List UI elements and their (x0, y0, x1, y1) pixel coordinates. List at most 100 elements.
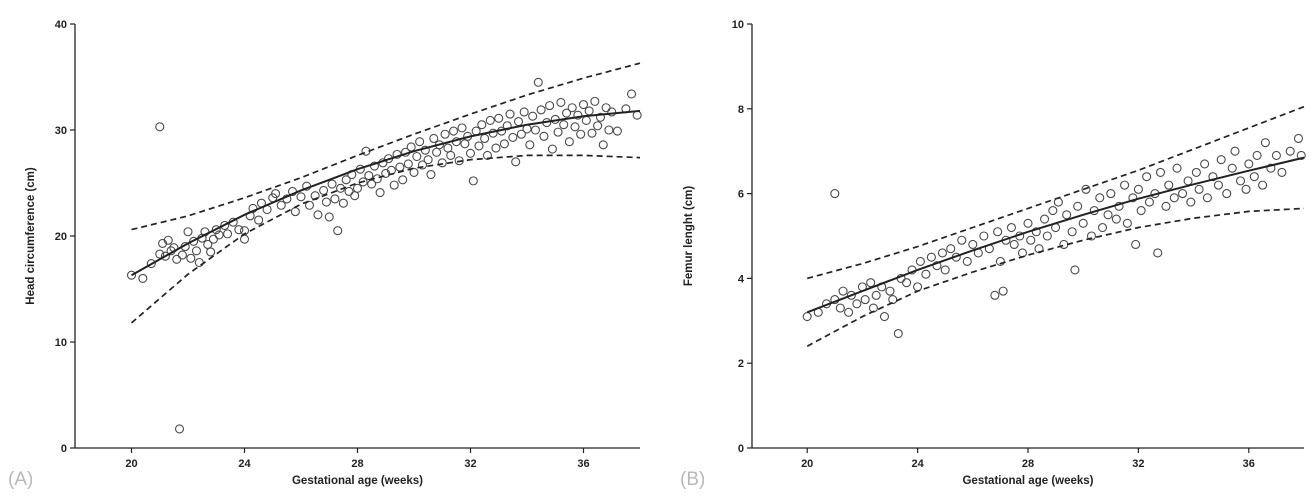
data-point (578, 100, 589, 110)
data-point (1103, 210, 1113, 220)
data-point (174, 424, 185, 434)
data-point (528, 111, 538, 121)
y-tick-label: 6 (738, 189, 744, 201)
data-point (921, 269, 931, 279)
data-point (1128, 193, 1138, 203)
data-point (271, 189, 281, 199)
data-point (1120, 180, 1130, 190)
data-point (1293, 133, 1304, 144)
data-point (395, 162, 405, 172)
data-point (601, 103, 611, 113)
data-point (234, 225, 244, 235)
data-point (189, 236, 199, 246)
data-point (598, 140, 608, 150)
x-axis-title: Gestational age (weeks) (292, 475, 423, 487)
data-point (333, 226, 343, 236)
data-point (1142, 172, 1152, 182)
data-point (1208, 172, 1218, 182)
data-point (454, 156, 464, 166)
data-point (1133, 184, 1143, 194)
data-point (403, 159, 413, 169)
data-point (1260, 138, 1270, 148)
data-point (206, 247, 216, 257)
data-point (485, 115, 495, 126)
regression-fit-line (131, 109, 641, 277)
data-point (457, 123, 467, 133)
data-point (846, 290, 856, 300)
data-point (937, 248, 947, 258)
data-point (913, 282, 923, 292)
chart-head-circumference: 0 10 20 30 40 20 24 28 32 36 Gestational age (week… (8, 19, 642, 490)
panel-label: (B) (680, 469, 705, 490)
data-point (888, 295, 898, 305)
data-point (1095, 193, 1105, 203)
data-point (879, 312, 890, 322)
data-point (852, 299, 862, 309)
data-point (214, 230, 224, 240)
y-tick-label: 8 (738, 104, 744, 116)
data-point (350, 191, 360, 201)
data-point (1078, 218, 1088, 228)
data-point (1067, 227, 1077, 237)
x-axis-title: Gestational age (weeks) (962, 475, 1093, 487)
data-point (1155, 167, 1166, 177)
data-point (338, 198, 348, 208)
data-point (163, 235, 173, 245)
data-point (494, 113, 504, 123)
data-point (516, 129, 526, 139)
data-point (1009, 239, 1019, 250)
data-point (364, 171, 374, 181)
y-tick-label: 20 (55, 231, 67, 243)
data-point (1070, 265, 1080, 275)
upper-prediction-band (806, 105, 1305, 280)
data-point (866, 278, 876, 288)
data-point (595, 112, 606, 122)
data-point (412, 151, 422, 162)
data-point (1023, 218, 1033, 228)
x-tick-label: 36 (1243, 458, 1255, 470)
data-point (155, 249, 165, 259)
data-point (1073, 201, 1083, 211)
regression-fit-line (806, 156, 1305, 314)
data-point (126, 270, 137, 280)
data-point (1202, 193, 1212, 203)
data-point (155, 122, 165, 132)
data-point (1252, 150, 1262, 160)
data-point (564, 137, 574, 147)
data-point (1153, 248, 1163, 258)
data-point (871, 290, 881, 300)
x-tick-label: 32 (1132, 458, 1144, 470)
data-point (545, 101, 555, 111)
x-tick-label: 24 (911, 458, 924, 470)
data-point (539, 131, 549, 141)
y-axis-title: Femur lenght (cm) (683, 186, 695, 286)
data-point (327, 179, 337, 189)
data-point (505, 109, 515, 119)
data-point (556, 97, 566, 107)
data-point (559, 120, 569, 130)
data-point (330, 194, 340, 204)
data-point (1235, 176, 1246, 186)
data-point (448, 126, 459, 136)
data-point (1230, 146, 1240, 156)
data-point (191, 246, 202, 256)
data-point (465, 148, 476, 158)
data-point (1172, 163, 1182, 173)
lower-prediction-band (130, 154, 641, 324)
data-point (1059, 239, 1069, 250)
data-point (587, 128, 597, 138)
data-point (296, 192, 306, 202)
data-point (1222, 189, 1232, 199)
data-point (1244, 159, 1254, 169)
x-tick-label: 32 (464, 458, 476, 470)
data-point (398, 175, 408, 185)
data-point (570, 122, 580, 132)
data-point (902, 278, 912, 288)
x-tick-label: 24 (238, 458, 251, 470)
x-tick-label: 20 (125, 458, 137, 470)
data-point (446, 150, 456, 160)
data-point (525, 140, 535, 150)
data-point (223, 229, 233, 239)
data-point (1186, 197, 1196, 207)
